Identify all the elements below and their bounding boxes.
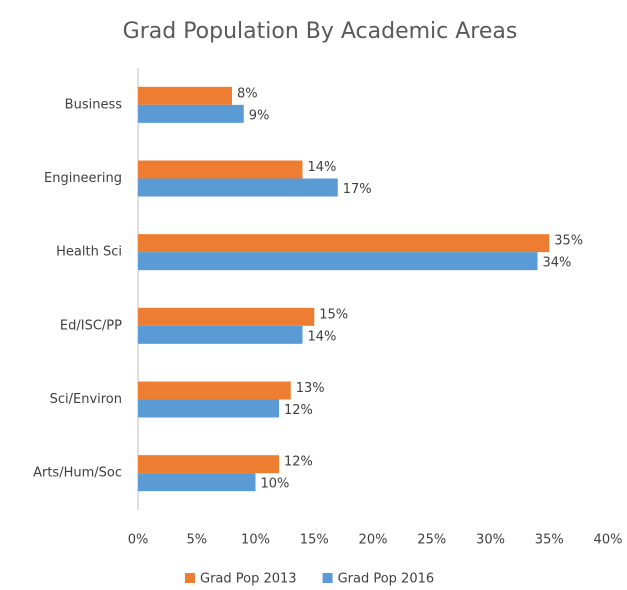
- chart-title: Grad Population By Academic Areas: [123, 19, 518, 44]
- data-label: 14%: [308, 329, 337, 344]
- y-tick-label: Engineering: [44, 171, 122, 186]
- data-label: 10%: [261, 477, 290, 492]
- bar: [138, 234, 550, 253]
- y-tick-label: Business: [65, 97, 123, 112]
- x-tick-label: 10%: [241, 533, 270, 548]
- legend-swatch: [322, 573, 333, 583]
- bar: [138, 399, 279, 418]
- data-label: 34%: [543, 256, 572, 271]
- x-tick-label: 15%: [300, 533, 329, 548]
- data-label: 9%: [249, 108, 270, 123]
- legend-swatch: [185, 573, 195, 583]
- data-label: 17%: [343, 182, 372, 197]
- y-tick-label: Health Sci: [56, 245, 122, 260]
- bar: [138, 473, 256, 492]
- data-label: 35%: [554, 234, 583, 249]
- x-tick-label: 0%: [128, 533, 149, 548]
- bar: [138, 86, 232, 105]
- bar: [138, 325, 303, 344]
- data-label: 8%: [237, 86, 258, 101]
- bar: [138, 381, 291, 400]
- y-tick-label: Sci/Environ: [50, 392, 122, 407]
- data-label: 12%: [284, 455, 313, 470]
- bar: [138, 160, 303, 179]
- data-label: 12%: [284, 403, 313, 418]
- bar: [138, 307, 315, 326]
- y-tick-label: Arts/Hum/Soc: [33, 466, 122, 481]
- bar: [138, 178, 338, 197]
- bar: [138, 104, 244, 123]
- bar: [138, 455, 279, 474]
- y-tick-label: Ed/ISC/PP: [60, 318, 122, 333]
- data-label: 13%: [296, 381, 325, 396]
- x-tick-label: 40%: [594, 533, 623, 548]
- x-tick-label: 35%: [535, 533, 564, 548]
- data-label: 15%: [319, 307, 348, 322]
- bar: [138, 252, 538, 271]
- x-tick-label: 30%: [476, 533, 505, 548]
- x-tick-label: 20%: [359, 533, 388, 548]
- legend-label: Grad Pop 2016: [338, 572, 435, 587]
- data-label: 14%: [308, 160, 337, 175]
- legend-label: Grad Pop 2013: [200, 572, 297, 587]
- x-tick-label: 5%: [186, 533, 207, 548]
- x-tick-label: 25%: [417, 533, 446, 548]
